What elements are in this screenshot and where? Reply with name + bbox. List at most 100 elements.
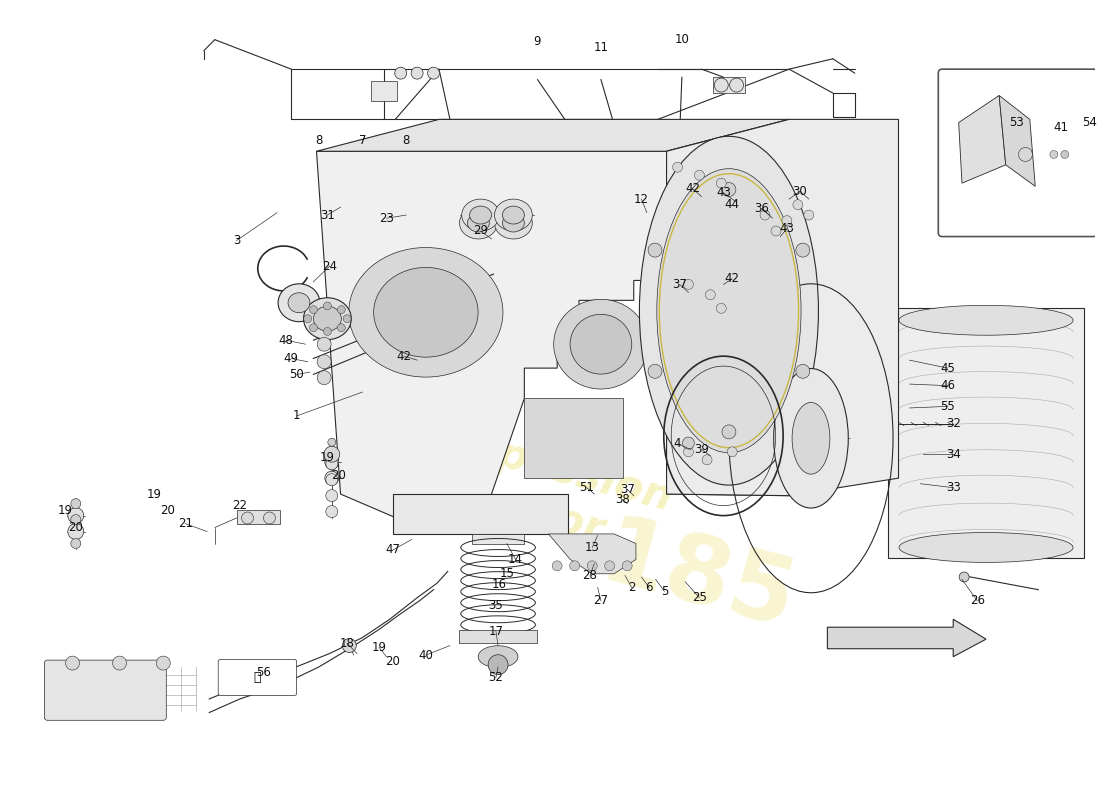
Circle shape <box>729 78 744 92</box>
Circle shape <box>682 437 694 449</box>
Text: 11: 11 <box>593 41 608 54</box>
Circle shape <box>683 279 693 290</box>
Circle shape <box>324 471 339 485</box>
Circle shape <box>338 324 345 332</box>
Text: 35: 35 <box>488 599 504 612</box>
Text: 44: 44 <box>725 198 739 211</box>
Circle shape <box>326 506 338 518</box>
Text: 32: 32 <box>946 418 960 430</box>
Circle shape <box>156 656 170 670</box>
Circle shape <box>804 210 814 220</box>
Text: 40: 40 <box>418 649 433 662</box>
FancyBboxPatch shape <box>218 659 297 695</box>
Circle shape <box>552 561 562 571</box>
Circle shape <box>716 178 726 188</box>
Circle shape <box>623 561 632 571</box>
Circle shape <box>328 446 336 454</box>
Text: 4: 4 <box>674 438 681 450</box>
Text: 20: 20 <box>386 655 400 668</box>
Text: 27: 27 <box>593 594 608 607</box>
Text: 13: 13 <box>585 541 600 554</box>
Polygon shape <box>236 510 280 523</box>
Text: passion
for: passion for <box>480 433 676 566</box>
Circle shape <box>326 458 338 470</box>
Circle shape <box>796 364 810 378</box>
Polygon shape <box>459 630 538 643</box>
Text: 3: 3 <box>233 234 240 247</box>
Text: 25: 25 <box>692 591 707 604</box>
Text: 38: 38 <box>615 493 630 506</box>
Polygon shape <box>827 619 986 657</box>
Polygon shape <box>549 534 636 574</box>
Ellipse shape <box>553 299 648 389</box>
Text: 42: 42 <box>725 272 739 286</box>
Text: 30: 30 <box>793 185 807 198</box>
Text: 43: 43 <box>780 222 794 235</box>
Text: 28: 28 <box>583 569 597 582</box>
Ellipse shape <box>899 533 1074 562</box>
Circle shape <box>309 306 318 314</box>
Text: 10: 10 <box>674 33 690 46</box>
Text: 39: 39 <box>694 443 710 456</box>
Text: 45: 45 <box>940 362 955 374</box>
Circle shape <box>66 656 79 670</box>
Ellipse shape <box>503 214 525 232</box>
Ellipse shape <box>792 402 829 474</box>
Polygon shape <box>713 77 746 93</box>
Circle shape <box>411 67 424 79</box>
Circle shape <box>648 364 662 378</box>
Text: 46: 46 <box>940 379 955 392</box>
Text: 19: 19 <box>57 503 73 517</box>
Circle shape <box>605 561 615 571</box>
Circle shape <box>722 425 736 439</box>
Circle shape <box>1019 147 1033 162</box>
Circle shape <box>959 572 969 582</box>
Polygon shape <box>888 308 1085 558</box>
FancyBboxPatch shape <box>44 660 166 720</box>
Text: 42: 42 <box>396 350 411 362</box>
Circle shape <box>793 200 803 210</box>
Circle shape <box>587 561 597 571</box>
Text: 43: 43 <box>716 186 730 199</box>
Ellipse shape <box>773 369 848 508</box>
Text: 50: 50 <box>289 368 305 381</box>
Circle shape <box>326 474 338 486</box>
Text: 52: 52 <box>488 671 504 684</box>
Text: 24: 24 <box>322 259 337 273</box>
Text: 9: 9 <box>534 34 541 48</box>
Circle shape <box>428 67 440 79</box>
Circle shape <box>68 508 84 523</box>
Polygon shape <box>317 151 667 534</box>
Text: 19: 19 <box>147 487 162 501</box>
FancyBboxPatch shape <box>938 69 1097 237</box>
Text: 22: 22 <box>232 498 248 512</box>
Circle shape <box>317 354 331 369</box>
Text: 29: 29 <box>473 225 488 238</box>
Text: 48: 48 <box>278 334 294 346</box>
Ellipse shape <box>503 206 525 224</box>
Polygon shape <box>472 534 525 543</box>
Circle shape <box>702 455 712 465</box>
Polygon shape <box>959 95 1005 183</box>
Circle shape <box>796 243 810 257</box>
Text: 19: 19 <box>372 641 386 654</box>
Circle shape <box>70 498 80 509</box>
Text: 42: 42 <box>685 182 701 195</box>
Circle shape <box>328 454 336 462</box>
Text: 7: 7 <box>359 134 366 147</box>
Text: 8: 8 <box>315 134 322 147</box>
Text: 15: 15 <box>499 567 515 580</box>
Circle shape <box>324 455 339 469</box>
Polygon shape <box>393 494 568 534</box>
Text: 53: 53 <box>1010 116 1024 129</box>
Circle shape <box>328 462 336 470</box>
Text: 41: 41 <box>1053 121 1068 134</box>
Circle shape <box>771 226 781 236</box>
Text: 19: 19 <box>320 451 334 464</box>
Circle shape <box>683 447 693 457</box>
Text: 51: 51 <box>580 481 594 494</box>
Circle shape <box>70 538 80 549</box>
Circle shape <box>338 306 345 314</box>
Circle shape <box>1049 150 1058 158</box>
Circle shape <box>242 512 253 524</box>
